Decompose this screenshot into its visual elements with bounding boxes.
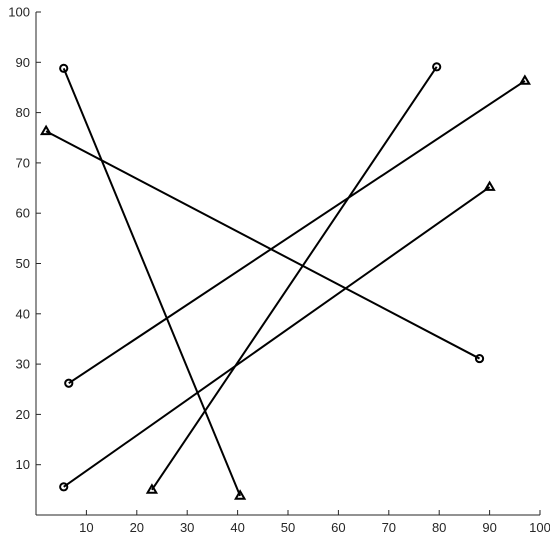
y-tick-label: 70 — [16, 155, 30, 170]
ticks — [36, 11, 541, 515]
y-tick-label: 10 — [16, 457, 30, 472]
triangle-marker — [483, 180, 496, 191]
triangle-marker — [145, 483, 159, 494]
y-tick-label: 90 — [16, 55, 30, 70]
y-tick-label: 100 — [8, 5, 30, 20]
triangle-marker — [518, 74, 531, 85]
x-tick-label: 30 — [180, 520, 194, 535]
tick-labels: 10 20 30 40 50 60 70 80 90 100 10 20 30 40 50 60 70 80 90 1… — [8, 5, 550, 536]
y-tick-label: 40 — [16, 306, 30, 321]
x-tick-label: 10 — [79, 520, 93, 535]
series-segment-5 — [145, 62, 442, 494]
y-tick-label: 80 — [16, 105, 30, 120]
triangle-marker — [39, 124, 53, 136]
series-line — [62, 67, 242, 497]
axes — [35, 12, 540, 516]
y-tick-label: 20 — [16, 407, 30, 422]
circle-marker — [64, 378, 74, 388]
y-tick-label: 30 — [16, 357, 30, 372]
x-tick-label: 90 — [482, 520, 496, 535]
x-tick-label: 70 — [382, 520, 396, 535]
circle-marker — [432, 62, 442, 72]
x-tick-label: 60 — [331, 520, 345, 535]
triangle-marker — [234, 489, 247, 500]
series-segment-3 — [39, 124, 485, 364]
series-line — [45, 130, 480, 360]
series-layer — [39, 62, 531, 500]
y-tick-label: 50 — [16, 256, 30, 271]
circle-marker — [474, 353, 485, 364]
circle-marker — [59, 482, 69, 492]
x-tick-label: 50 — [281, 520, 295, 535]
series-segment-1 — [59, 63, 247, 500]
series-line — [63, 186, 491, 488]
series-segment-2 — [64, 74, 531, 388]
series-segment-4 — [59, 180, 496, 492]
circle-marker — [59, 63, 69, 73]
x-tick-label: 40 — [230, 520, 244, 535]
y-tick-label: 60 — [16, 206, 30, 221]
x-tick-label: 80 — [432, 520, 446, 535]
x-tick-label: 100 — [529, 520, 550, 535]
x-tick-label: 20 — [130, 520, 144, 535]
series-line — [151, 66, 438, 491]
series-line — [68, 80, 526, 385]
